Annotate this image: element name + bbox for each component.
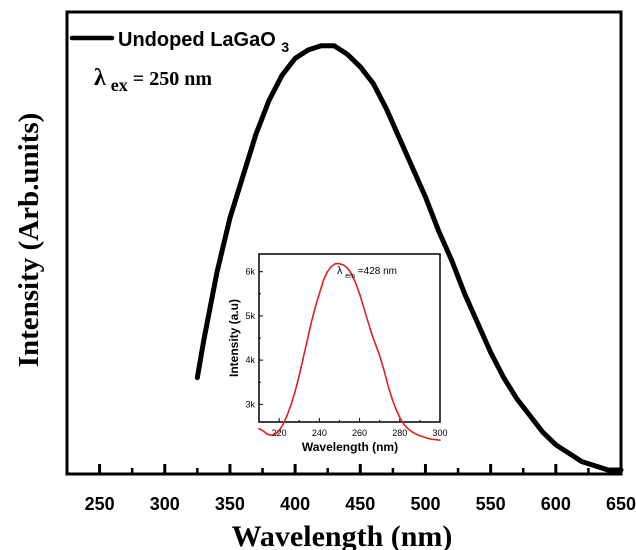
main-x-tick-label: 450	[345, 494, 375, 514]
inset-emission-annotation: λ em =428 nm	[337, 265, 397, 281]
main-plot-frame	[65, 10, 623, 476]
inset-x-tick-label: 260	[352, 428, 367, 438]
main-excitation-annotation: λ ex = 250 nm	[94, 65, 212, 96]
inset-emission-subscript: em	[345, 273, 355, 280]
inset-x-axis-label: Wavelength (nm)	[302, 440, 398, 454]
inset-y-tick-group	[259, 271, 263, 405]
inset-emission-symbol: λ	[337, 265, 343, 277]
main-plot-area: 250 300 350 400 450 500 550 600 650	[65, 10, 636, 514]
inset-y-tick-label: 5k	[245, 311, 255, 321]
inset-y-axis-label: Intensity (a.u)	[227, 299, 241, 377]
main-legend: Undoped LaGaO 3	[69, 29, 289, 55]
inset-series-line	[258, 262, 441, 441]
inset-y-tick-label-group: 3k 4k 5k 6k	[245, 267, 255, 410]
main-x-tick-label-group: 250 300 350 400 450 500 550 600 650	[85, 494, 636, 514]
main-series-line	[194, 43, 624, 473]
main-excitation-symbol: λ	[94, 65, 106, 91]
main-x-tick-label: 550	[476, 494, 506, 514]
inset-x-tick-label-group: 220 240 260 280 300	[272, 428, 448, 438]
main-x-tick-label: 250	[85, 494, 115, 514]
main-x-tick-label: 500	[410, 494, 440, 514]
inset-x-tick-label: 300	[432, 428, 447, 438]
inset-plot-area: 220 240 260 280 300 3k 4k 5k 6k	[245, 253, 448, 441]
inset-y-tick-label: 4k	[245, 355, 255, 365]
inset-x-tick-label: 280	[392, 428, 407, 438]
main-x-tick-label: 350	[215, 494, 245, 514]
main-excitation-value: = 250 nm	[133, 68, 213, 90]
inset-x-tick-label: 240	[312, 428, 327, 438]
main-x-tick-label: 300	[150, 494, 180, 514]
main-x-tick-group	[98, 464, 623, 474]
main-legend-label-base: Undoped LaGaO	[118, 29, 276, 51]
main-x-tick-label: 400	[280, 494, 310, 514]
inset-plot-frame	[258, 253, 441, 423]
inset-emission-value: =428 nm	[358, 266, 397, 277]
main-legend-label-subscript: 3	[281, 39, 289, 55]
main-x-axis-label: Wavelength (nm)	[232, 520, 453, 550]
main-x-tick-label: 600	[541, 494, 571, 514]
inset-y-tick-label: 3k	[245, 399, 255, 409]
inset-y-tick-label: 6k	[245, 267, 255, 277]
main-x-tick-label: 650	[606, 494, 636, 514]
main-excitation-subscript: ex	[111, 75, 128, 95]
inset-x-tick-label: 220	[272, 428, 287, 438]
main-legend-label: Undoped LaGaO 3	[118, 29, 289, 55]
main-y-axis-label: Intensity (Arb.units)	[13, 113, 45, 368]
